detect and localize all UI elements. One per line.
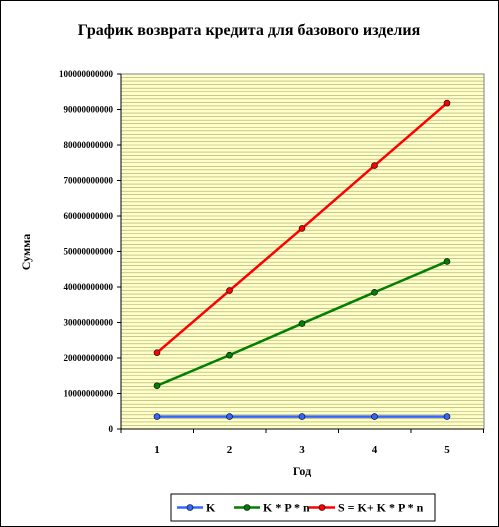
plot-area: 0 10000000000 20000000000 30000000000 400000…	[59, 69, 485, 456]
data-point	[298, 320, 306, 327]
legend-box	[170, 493, 436, 522]
x-axis-label: Год	[293, 464, 311, 478]
y-tick-label: 60000000000	[64, 211, 114, 221]
y-tick-label: 10000000000	[64, 389, 114, 399]
data-point	[226, 413, 233, 420]
data-point	[153, 413, 161, 420]
data-point	[443, 99, 451, 107]
data-point	[298, 413, 306, 420]
x-tick-label: 3	[299, 444, 305, 456]
data-point	[226, 351, 233, 359]
y-tick-label: 50000000000	[64, 247, 114, 257]
y-axis-label: Сумма	[19, 234, 33, 270]
legend-label: K	[206, 501, 216, 515]
y-tick-label: 80000000000	[64, 140, 114, 150]
data-point	[153, 382, 161, 389]
x-tick-label: 4	[372, 444, 378, 456]
data-point	[371, 289, 378, 296]
chart-title: График возврата кредита для базового изд…	[78, 22, 421, 39]
y-tick-label: 0	[109, 424, 114, 434]
data-point	[371, 413, 378, 420]
legend-label: K * P * n	[263, 501, 310, 515]
x-tick-label: 2	[227, 444, 233, 456]
data-point	[153, 349, 161, 356]
data-point	[443, 413, 451, 420]
data-point	[371, 162, 378, 169]
y-tick-label: 100000000000	[59, 69, 114, 79]
legend-marker	[318, 504, 326, 511]
x-tick-label: 1	[154, 444, 160, 456]
y-tick-label: 90000000000	[64, 105, 114, 115]
legend-label: S = K+ K * P * n	[338, 501, 424, 515]
legend: K K * P * n S = K+ K * P * n	[170, 493, 436, 522]
y-tick-label: 30000000000	[64, 318, 114, 328]
y-tick-label: 20000000000	[64, 353, 114, 363]
data-point	[443, 258, 451, 265]
data-point	[226, 287, 233, 294]
x-tick-label: 5	[444, 444, 450, 456]
legend-marker	[186, 504, 194, 511]
legend-marker	[243, 504, 251, 511]
y-tick-label: 70000000000	[64, 176, 114, 186]
y-tick-label: 40000000000	[64, 282, 114, 292]
data-point	[298, 225, 306, 232]
